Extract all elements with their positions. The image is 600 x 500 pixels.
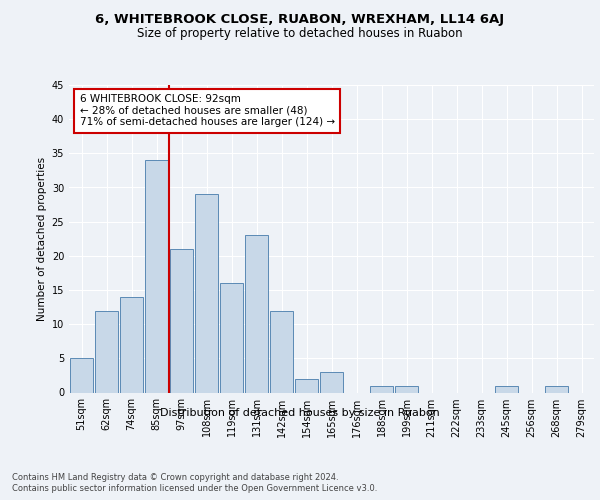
Bar <box>195 194 218 392</box>
Bar <box>145 160 168 392</box>
Bar <box>320 372 343 392</box>
Text: 6, WHITEBROOK CLOSE, RUABON, WREXHAM, LL14 6AJ: 6, WHITEBROOK CLOSE, RUABON, WREXHAM, LL… <box>95 12 505 26</box>
Bar <box>495 386 518 392</box>
Bar <box>370 386 393 392</box>
Text: Distribution of detached houses by size in Ruabon: Distribution of detached houses by size … <box>160 408 440 418</box>
Bar <box>395 386 418 392</box>
Bar <box>70 358 93 392</box>
Bar <box>95 310 118 392</box>
Y-axis label: Number of detached properties: Number of detached properties <box>37 156 47 321</box>
Bar <box>170 249 193 392</box>
Text: Contains HM Land Registry data © Crown copyright and database right 2024.: Contains HM Land Registry data © Crown c… <box>12 472 338 482</box>
Text: 6 WHITEBROOK CLOSE: 92sqm
← 28% of detached houses are smaller (48)
71% of semi-: 6 WHITEBROOK CLOSE: 92sqm ← 28% of detac… <box>79 94 335 128</box>
Bar <box>120 297 143 392</box>
Bar <box>545 386 568 392</box>
Bar <box>245 236 268 392</box>
Bar <box>295 379 318 392</box>
Bar <box>220 283 243 393</box>
Bar <box>270 310 293 392</box>
Text: Contains public sector information licensed under the Open Government Licence v3: Contains public sector information licen… <box>12 484 377 493</box>
Text: Size of property relative to detached houses in Ruabon: Size of property relative to detached ho… <box>137 28 463 40</box>
